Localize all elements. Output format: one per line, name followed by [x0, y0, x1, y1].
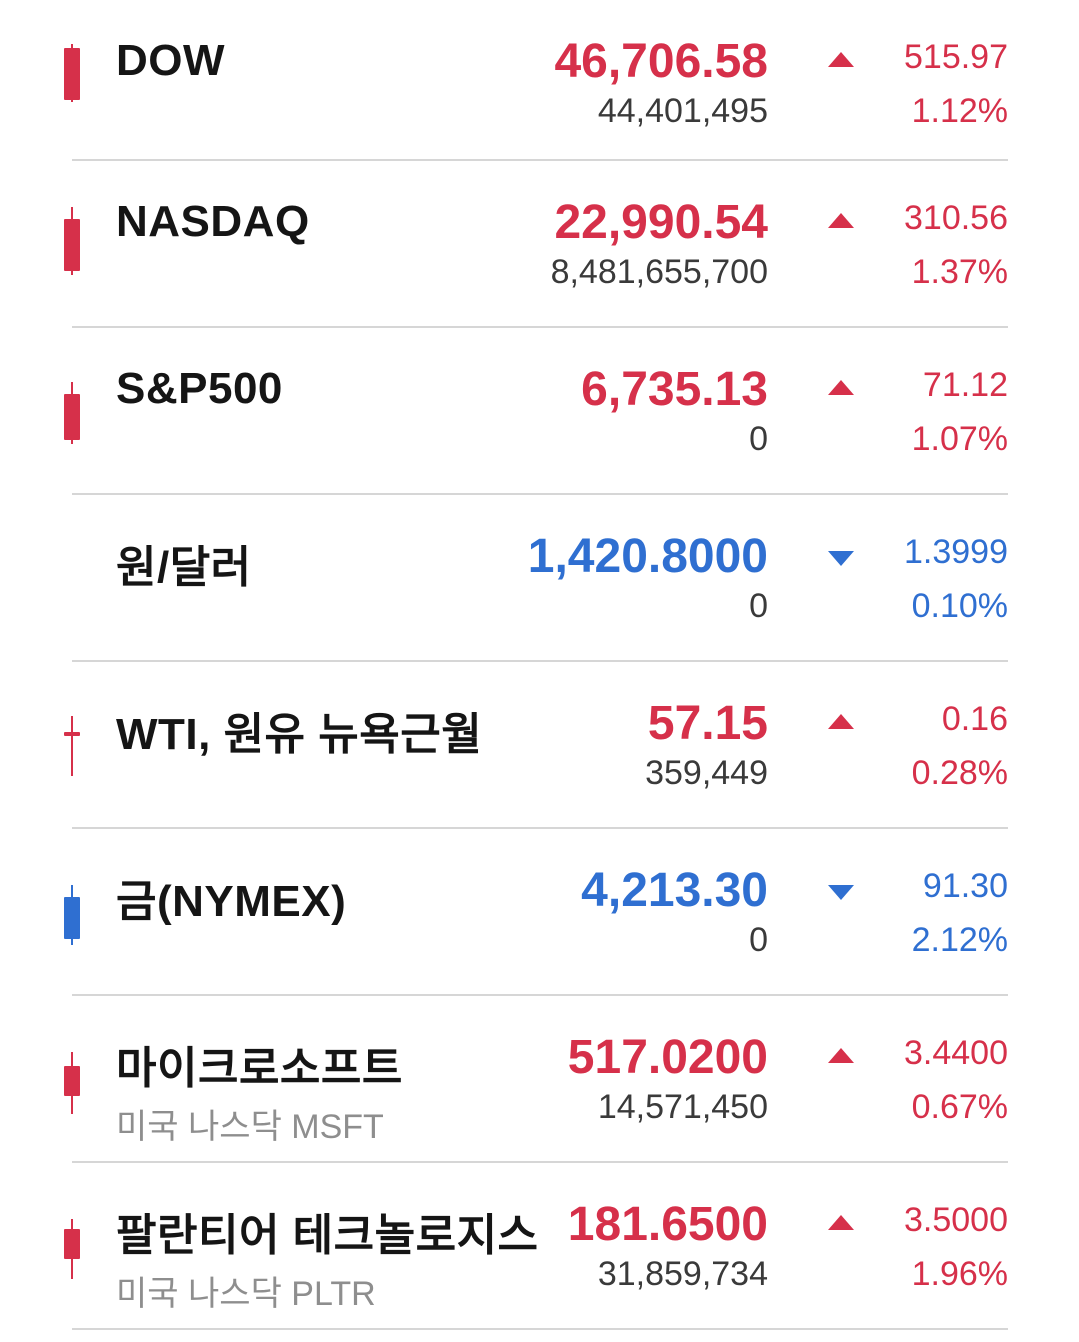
instrument-name: WTI, 원유 뉴욕근월 — [116, 710, 483, 759]
triangle-up-icon — [828, 1215, 854, 1230]
instrument-name: DOW — [116, 36, 226, 85]
change-percent: 1.12% — [911, 92, 1008, 130]
exchange-ticker: 미국 나스닥 MSFT — [116, 1108, 384, 1146]
volume-value: 0 — [749, 420, 768, 458]
instrument-name: 팔란티어 테크놀로지스 — [116, 1211, 539, 1260]
change-value: 91.30 — [922, 867, 1008, 905]
market-row[interactable]: 금(NYMEX) 4,213.30 0 91.30 2.12% — [64, 829, 1008, 996]
change-value: 0.16 — [941, 700, 1008, 738]
volume-value: 44,401,495 — [597, 92, 768, 130]
price-value: 1,420.8000 — [527, 530, 768, 583]
market-row[interactable]: NASDAQ 22,990.54 8,481,655,700 310.56 1.37% — [64, 161, 1008, 328]
price-value: 4,213.30 — [581, 864, 768, 917]
price-value: 22,990.54 — [554, 196, 768, 249]
market-row[interactable]: WTI, 원유 뉴욕근월 57.15 359,449 0.16 0.28% — [64, 662, 1008, 829]
instrument-name: NASDAQ — [116, 197, 310, 246]
triangle-up-icon — [828, 52, 854, 67]
change-percent: 0.10% — [911, 587, 1008, 625]
change-value: 310.56 — [904, 199, 1008, 237]
instrument-name: S&P500 — [116, 364, 283, 413]
exchange-ticker: 미국 나스닥 PLTR — [116, 1275, 376, 1313]
volume-value: 31,859,734 — [597, 1255, 768, 1293]
instrument-name: 원/달러 — [116, 543, 252, 592]
price-value: 46,706.58 — [554, 35, 768, 88]
triangle-down-icon — [828, 885, 854, 900]
change-percent: 0.28% — [911, 754, 1008, 792]
change-value: 1.3999 — [904, 533, 1008, 571]
market-row[interactable]: S&P500 6,735.13 0 71.12 1.07% — [64, 328, 1008, 495]
price-value: 181.6500 — [567, 1198, 768, 1251]
change-value: 3.5000 — [904, 1201, 1008, 1239]
market-row[interactable]: DOW 46,706.58 44,401,495 515.97 1.12% — [64, 0, 1008, 161]
price-value: 57.15 — [647, 697, 768, 750]
change-percent: 2.12% — [911, 921, 1008, 959]
instrument-name: 마이크로소프트 — [116, 1044, 403, 1093]
change-percent: 1.07% — [911, 420, 1008, 458]
change-value: 515.97 — [904, 38, 1008, 76]
change-percent: 1.96% — [911, 1255, 1008, 1293]
change-percent: 1.37% — [911, 253, 1008, 291]
triangle-up-icon — [828, 1048, 854, 1063]
market-list: DOW 46,706.58 44,401,495 515.97 1.12% NASDAQ 2… — [64, 0, 1008, 1330]
triangle-up-icon — [828, 380, 854, 395]
price-value: 517.0200 — [567, 1031, 768, 1084]
volume-value: 0 — [749, 587, 768, 625]
volume-value: 8,481,655,700 — [550, 253, 768, 291]
instrument-name: 금(NYMEX) — [116, 877, 347, 926]
volume-value: 359,449 — [645, 754, 768, 792]
triangle-up-icon — [828, 213, 854, 228]
triangle-down-icon — [828, 551, 854, 566]
price-value: 6,735.13 — [581, 363, 768, 416]
market-row[interactable]: 원/달러 1,420.8000 0 1.3999 0.10% — [72, 495, 1008, 662]
triangle-up-icon — [828, 714, 854, 729]
change-value: 71.12 — [922, 366, 1008, 404]
change-percent: 0.67% — [911, 1088, 1008, 1126]
change-value: 3.4400 — [904, 1034, 1008, 1072]
volume-value: 0 — [749, 921, 768, 959]
volume-value: 14,571,450 — [597, 1088, 768, 1126]
